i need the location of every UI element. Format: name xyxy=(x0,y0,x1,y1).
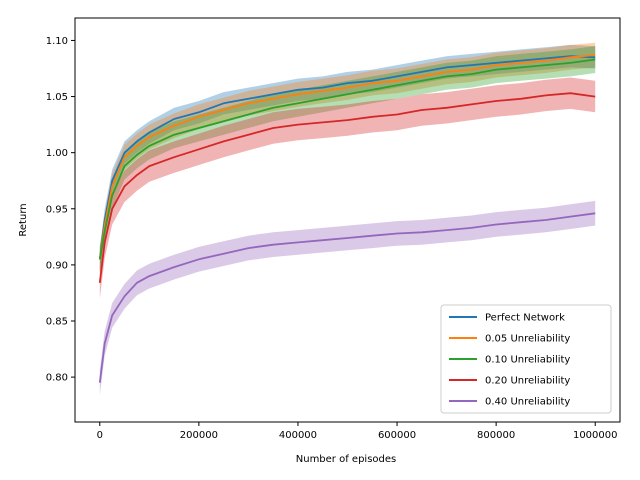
y-axis-label: Return xyxy=(18,203,29,236)
y-tick-label: 1.10 xyxy=(46,36,68,47)
series-lines xyxy=(98,54,596,383)
variability-bands xyxy=(99,42,596,396)
x-tick-label: 200000 xyxy=(180,430,218,441)
y-tick-label: 1.00 xyxy=(46,148,68,159)
x-axis-label: Number of episodes xyxy=(296,454,396,465)
legend-label-2: 0.05 Unreliability xyxy=(485,334,570,345)
legend-label-3: 0.10 Unreliability xyxy=(485,355,570,366)
legend-label-4: 0.20 Unreliability xyxy=(485,376,570,387)
y-axis-ticks: 0.80 0.85 0.90 0.95 1.00 1.05 1.10 xyxy=(46,36,75,384)
series-line-3 xyxy=(98,58,596,260)
series-line-2 xyxy=(98,54,596,260)
series-line-4 xyxy=(98,92,596,283)
series-line-1 xyxy=(98,55,596,260)
series-band-4 xyxy=(99,77,596,299)
x-tick-label: 600000 xyxy=(378,430,416,441)
x-tick-label: 800000 xyxy=(477,430,515,441)
y-tick-label: 0.90 xyxy=(46,260,68,271)
legend-label-5: 0.40 Unreliability xyxy=(485,397,570,408)
y-tick-label: 0.85 xyxy=(46,317,68,328)
x-tick-label: 0 xyxy=(97,430,103,441)
x-tick-label: 400000 xyxy=(279,430,317,441)
y-tick-label: 1.05 xyxy=(46,92,68,103)
legend: Perfect Network 0.05 Unreliability 0.10 Un… xyxy=(440,304,612,414)
series-band-2 xyxy=(99,42,596,272)
y-tick-label: 0.80 xyxy=(46,373,68,384)
y-tick-label: 0.95 xyxy=(46,204,68,215)
legend-label-1: Perfect Network xyxy=(485,313,565,324)
series-band-1 xyxy=(99,44,596,271)
series-band-3 xyxy=(99,46,596,273)
legend-box xyxy=(440,304,612,414)
x-tick-label: 1000000 xyxy=(573,430,618,441)
series-band-5 xyxy=(99,200,596,396)
series-line-5 xyxy=(98,212,596,383)
x-axis-ticks: 0 200000 400000 600000 800000 1000000 xyxy=(97,422,618,441)
plot-frame xyxy=(74,17,621,423)
